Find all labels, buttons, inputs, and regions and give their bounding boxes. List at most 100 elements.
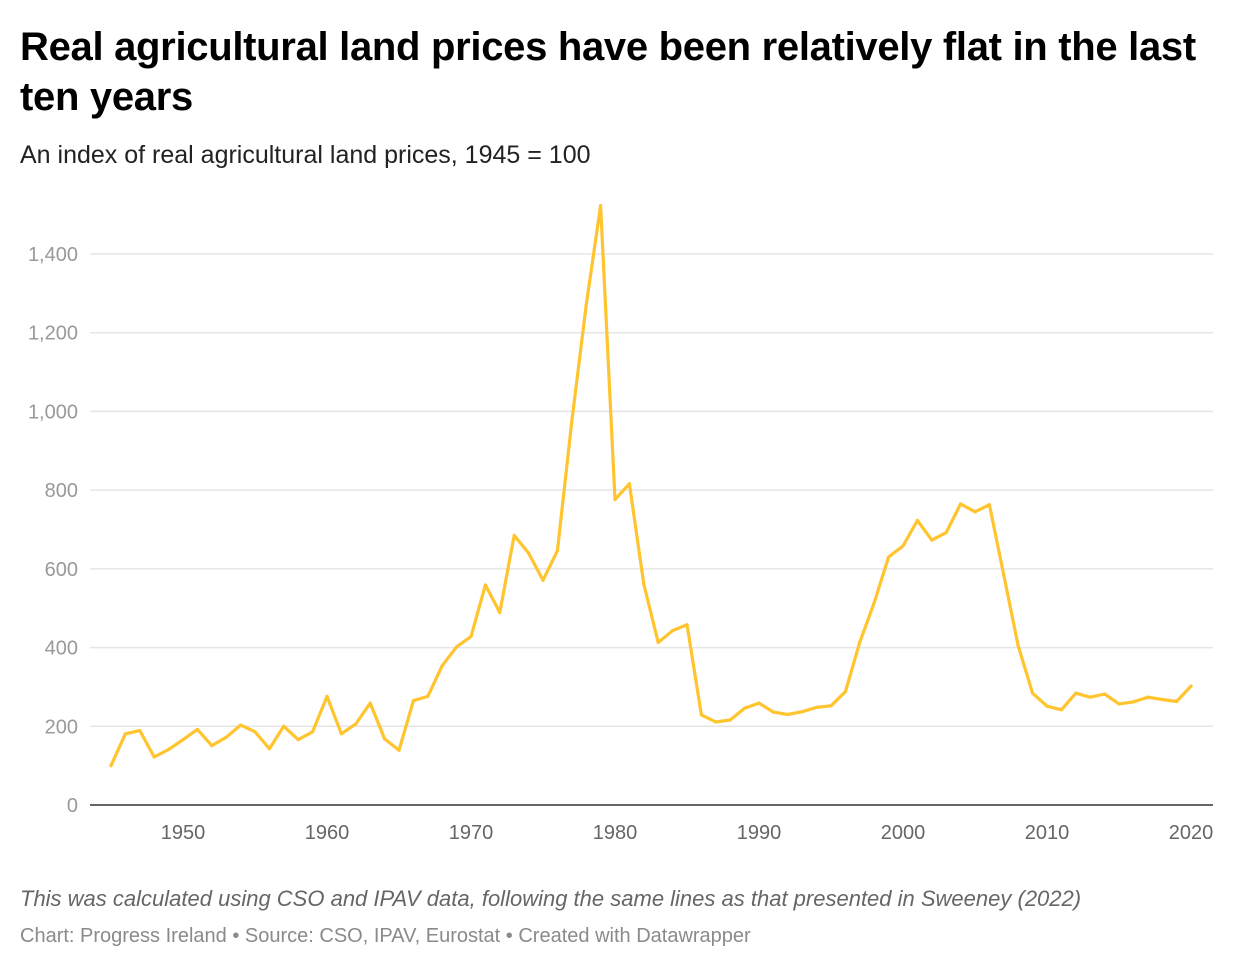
- y-tick-label: 1,000: [28, 401, 78, 423]
- data-point: [901, 544, 905, 548]
- data-point: [541, 578, 545, 582]
- y-tick-label: 200: [45, 716, 78, 738]
- data-point: [138, 729, 142, 733]
- data-point: [599, 203, 603, 208]
- data-point: [455, 645, 459, 649]
- data-point: [224, 735, 228, 739]
- data-point: [483, 583, 487, 587]
- data-point: [1160, 697, 1164, 702]
- x-tick-label: 1970: [449, 822, 494, 844]
- data-point: [109, 764, 113, 768]
- data-point: [1088, 695, 1092, 699]
- line-chart: 0 200 400 600 800 1,000 1,200 1,400 1950 1960 197…: [28, 203, 1214, 844]
- y-tick-label: 0: [67, 795, 78, 817]
- chart-credit-author: Chart: Progress Ireland: [20, 925, 227, 947]
- data-point: [253, 730, 257, 734]
- data-point: [627, 482, 632, 486]
- x-tick-label: 2010: [1025, 822, 1070, 844]
- y-tick-label: 1,200: [28, 323, 78, 345]
- data-point: [613, 497, 617, 502]
- x-tick-label: 1960: [305, 822, 350, 844]
- data-point: [512, 533, 516, 538]
- data-point: [771, 710, 776, 714]
- data-point: [1117, 702, 1121, 706]
- data-point: [584, 303, 588, 307]
- data-point: [570, 419, 574, 423]
- data-point: [123, 732, 127, 736]
- data-point: [167, 747, 171, 752]
- data-point: [440, 664, 444, 668]
- data-point: [1002, 573, 1006, 577]
- x-tick-label: 2020: [1169, 822, 1214, 844]
- gridlines: [90, 253, 1213, 806]
- data-point: [915, 518, 920, 523]
- data-point: [800, 710, 804, 714]
- data-point: [397, 748, 401, 752]
- data-point: [1146, 695, 1150, 699]
- y-tick-label: 800: [45, 480, 78, 502]
- chart-credit: Chart: Progress Ireland • Source: CSO, I…: [20, 925, 751, 948]
- series-line: [109, 204, 1193, 768]
- data-point: [325, 694, 329, 698]
- data-point: [152, 755, 156, 759]
- chart-subtitle: An index of real agricultural land price…: [20, 141, 591, 169]
- data-point: [267, 747, 271, 751]
- data-point: [411, 699, 415, 703]
- data-point: [987, 503, 992, 507]
- data-point: [786, 712, 790, 717]
- separator: •: [232, 925, 240, 947]
- data-point: [1045, 704, 1049, 708]
- created-with-link[interactable]: Created with Datawrapper: [518, 925, 751, 947]
- x-tick-label: 1980: [593, 822, 638, 844]
- data-point: [339, 732, 343, 736]
- data-point: [311, 730, 315, 734]
- data-point: [1103, 692, 1107, 696]
- data-point: [714, 720, 718, 724]
- data-point: [858, 640, 862, 644]
- data-point: [743, 706, 747, 710]
- data-point: [1131, 700, 1135, 704]
- data-point: [1189, 684, 1193, 688]
- data-point: [815, 705, 819, 709]
- x-tick-label: 2000: [881, 822, 926, 844]
- data-point: [887, 555, 891, 559]
- data-point: [944, 531, 948, 535]
- x-axis-labels: 1950 1960 1970 1980 1990 2000 2010 2020: [161, 822, 1214, 844]
- data-point: [671, 629, 675, 633]
- data-point: [555, 549, 560, 553]
- y-tick-label: 400: [45, 638, 78, 660]
- data-point: [498, 610, 502, 615]
- chart-source: Source: CSO, IPAV, Eurostat: [244, 925, 501, 947]
- data-point: [1059, 708, 1063, 712]
- data-point: [368, 701, 372, 705]
- data-point: [959, 502, 963, 506]
- x-tick-label: 1950: [161, 822, 206, 844]
- data-point: [1031, 691, 1035, 695]
- y-tick-label: 600: [45, 559, 78, 581]
- data-point: [973, 510, 977, 514]
- data-point: [296, 738, 300, 742]
- data-point: [843, 690, 848, 694]
- data-point: [181, 738, 185, 742]
- data-point: [354, 722, 358, 726]
- chart-note: This was calculated using CSO and IPAV d…: [20, 886, 1082, 911]
- data-point: [685, 623, 689, 627]
- data-point: [656, 640, 660, 645]
- data-point: [930, 538, 934, 542]
- data-point: [1074, 691, 1078, 695]
- data-point: [872, 601, 876, 605]
- y-tick-label: 1,400: [28, 244, 78, 266]
- data-point: [757, 701, 761, 705]
- data-point: [469, 634, 473, 639]
- data-point: [1175, 699, 1179, 704]
- data-point: [829, 704, 833, 708]
- data-point: [527, 551, 531, 555]
- y-axis-labels: 0 200 400 600 800 1,000 1,200 1,400: [28, 244, 78, 817]
- x-tick-label: 1990: [737, 822, 782, 844]
- chart-title: Real agricultural land prices have been …: [20, 25, 1196, 119]
- series-group: [109, 203, 1193, 768]
- data-point: [383, 737, 387, 741]
- separator: •: [505, 925, 513, 947]
- data-point: [1016, 644, 1020, 648]
- data-point: [728, 718, 732, 722]
